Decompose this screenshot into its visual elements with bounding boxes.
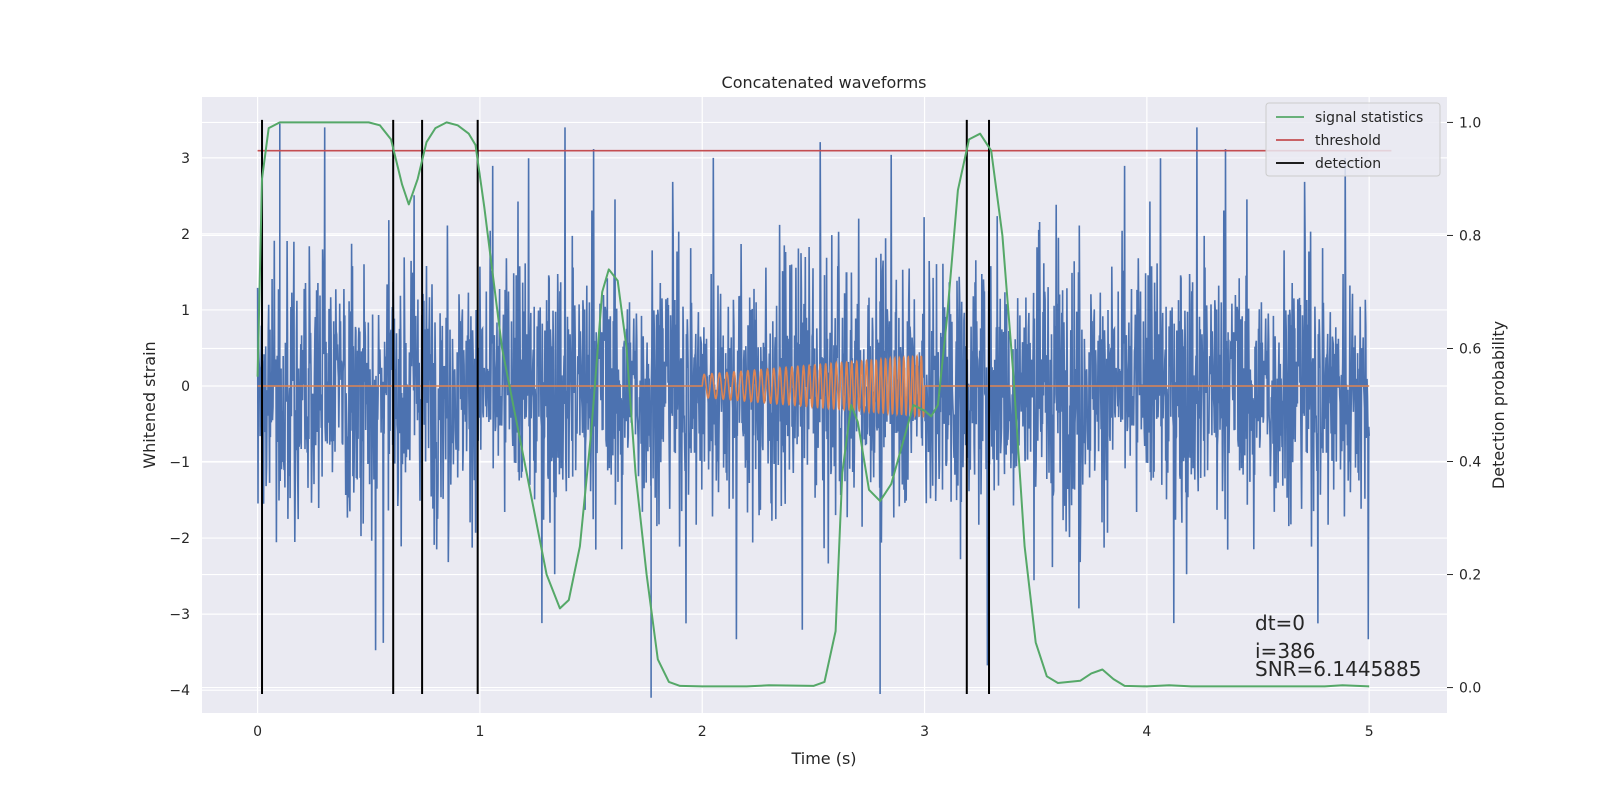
x-tick-label: 1 <box>475 724 484 740</box>
legend-item-threshold: threshold <box>1315 133 1381 149</box>
y-tick-label-left: −2 <box>169 531 190 547</box>
y-tick-label-right: 0.2 <box>1459 568 1481 584</box>
y-axis-label-right: Detection probability <box>1489 321 1508 489</box>
statistics-layer <box>256 119 1392 694</box>
x-tick-label: 5 <box>1365 724 1374 740</box>
y-axis-label-left: Whitened strain <box>140 341 159 468</box>
y-tick-label-right: 0.4 <box>1459 455 1481 471</box>
annotation-index: i=386 <box>1255 639 1316 663</box>
y-tick-label-right: 0.8 <box>1459 228 1481 244</box>
y-tick-label-left: 3 <box>181 151 190 167</box>
legend-item-statistics: signal statistics <box>1315 110 1423 126</box>
y-tick-label-right: 0.0 <box>1459 681 1481 697</box>
chart-title: Concatenated waveforms <box>722 73 927 92</box>
legend-item-detection: detection <box>1315 156 1381 172</box>
x-axis-label: Time (s) <box>790 749 856 768</box>
annotation-dt: dt=0 <box>1255 611 1305 635</box>
x-tick-label: 4 <box>1142 724 1151 740</box>
strain-series <box>256 123 1370 698</box>
y-tick-label-left: −4 <box>169 683 190 699</box>
y-tick-label-left: 0 <box>181 379 190 395</box>
injected-signal <box>257 353 1370 419</box>
ticks-layer: 0 1 2 3 4 5 3 2 1 0 −1 −2 −3 −4 1.0 0.8 0.6 0.4 0.2 0.0 <box>169 115 1481 740</box>
x-tick-label: 3 <box>920 724 929 740</box>
legend: signal statistics threshold detection <box>1265 102 1441 177</box>
y-tick-label-left: −3 <box>169 607 190 623</box>
y-tick-label-right: 1.0 <box>1459 115 1481 131</box>
legend-box <box>1265 102 1441 177</box>
x-tick-label: 2 <box>698 724 707 740</box>
x-tick-label: 0 <box>253 724 262 740</box>
y-tick-label-left: 1 <box>181 303 190 319</box>
signal-series <box>257 353 1370 419</box>
y-tick-label-left: 2 <box>181 227 190 243</box>
statistics-series <box>256 121 1370 688</box>
annotation-snr: SNR=6.1445885 <box>1255 657 1421 681</box>
whitened-strain <box>256 123 1370 698</box>
y-tick-label-right: 0.6 <box>1459 341 1481 357</box>
y-tick-label-left: −1 <box>169 455 190 471</box>
